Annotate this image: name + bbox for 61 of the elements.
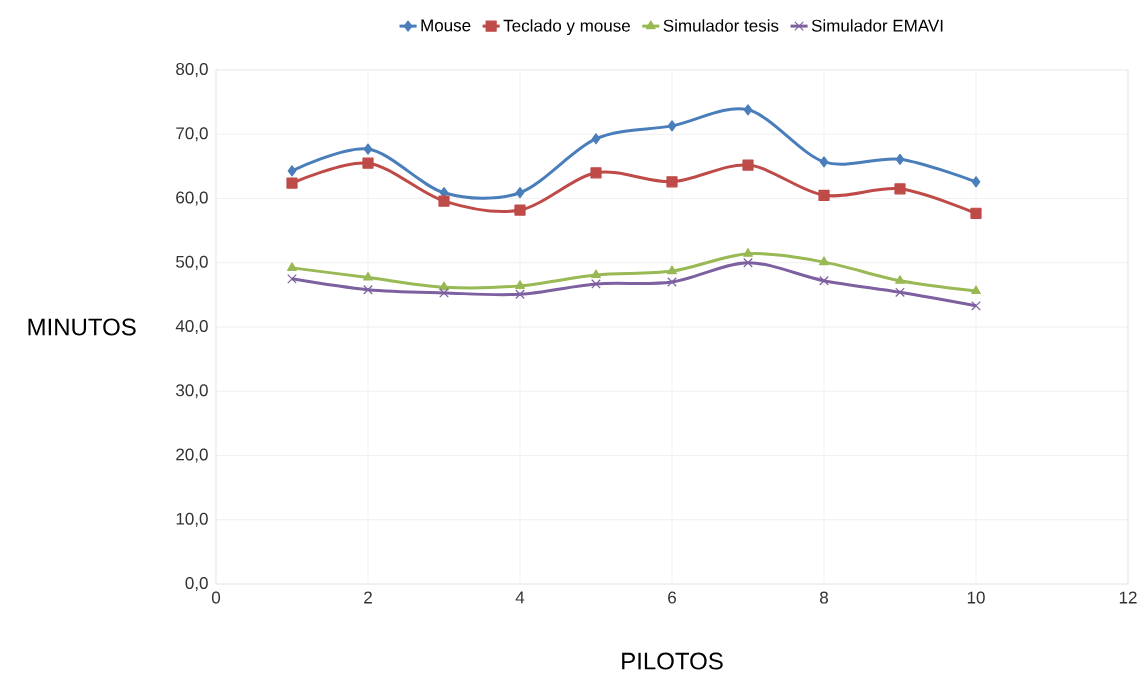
point — [667, 277, 677, 287]
y-tick-label: 0,0 — [185, 576, 208, 592]
point — [742, 159, 754, 171]
point — [590, 167, 602, 179]
x-tick-label: 8 — [820, 591, 828, 604]
y-tick-label: 70,0 — [176, 127, 208, 142]
point — [591, 279, 601, 289]
point — [894, 183, 906, 195]
point — [363, 143, 373, 155]
point — [438, 195, 450, 207]
x-tick-label: 4 — [515, 591, 525, 604]
point — [287, 273, 297, 284]
point — [666, 176, 678, 188]
point — [895, 153, 905, 165]
legend-label: Simulador tesis — [663, 19, 779, 32]
y-axis-title: MINUTOS — [28, 318, 136, 336]
point — [971, 176, 981, 188]
point — [819, 156, 829, 168]
point — [515, 187, 525, 199]
point — [287, 262, 297, 271]
point — [439, 281, 449, 291]
x-tick-label: 10 — [967, 591, 985, 604]
point — [287, 165, 297, 177]
point — [667, 265, 677, 275]
y-tick-label: 40,0 — [175, 319, 208, 335]
x-tick-label: 12 — [1119, 591, 1137, 604]
y-tick-label: 50,0 — [176, 255, 208, 270]
legend-label: Teclado y mouse — [503, 19, 630, 36]
point — [286, 177, 298, 189]
point — [591, 269, 601, 279]
point — [439, 288, 449, 298]
legend-label: Simulador EMAVI — [811, 19, 943, 32]
point — [819, 275, 829, 286]
point — [667, 120, 677, 132]
point — [514, 204, 526, 216]
point — [515, 289, 525, 300]
x-tick-label: 6 — [668, 591, 676, 604]
y-tick-label: 80,0 — [176, 62, 208, 78]
x-tick-label: 0 — [211, 591, 221, 604]
point — [743, 104, 753, 116]
x-axis-title: PILOTOS — [622, 652, 723, 670]
x-tick-label: 2 — [364, 591, 372, 604]
y-tick-label: 30,0 — [176, 384, 208, 399]
point — [971, 285, 981, 295]
y-tick-label: 10,0 — [176, 512, 208, 527]
point — [743, 248, 753, 257]
point — [591, 133, 601, 145]
point — [895, 287, 905, 298]
legend-label: Mouse — [421, 19, 471, 32]
point — [743, 257, 753, 268]
point — [363, 284, 373, 295]
point — [971, 300, 981, 311]
point — [819, 256, 829, 266]
point — [363, 271, 373, 281]
y-tick-label: 60,0 — [176, 191, 208, 206]
point — [818, 189, 830, 201]
point — [362, 157, 374, 169]
y-tick-label: 20,0 — [176, 448, 208, 463]
point — [515, 280, 525, 289]
point — [970, 207, 982, 219]
point — [895, 275, 905, 284]
